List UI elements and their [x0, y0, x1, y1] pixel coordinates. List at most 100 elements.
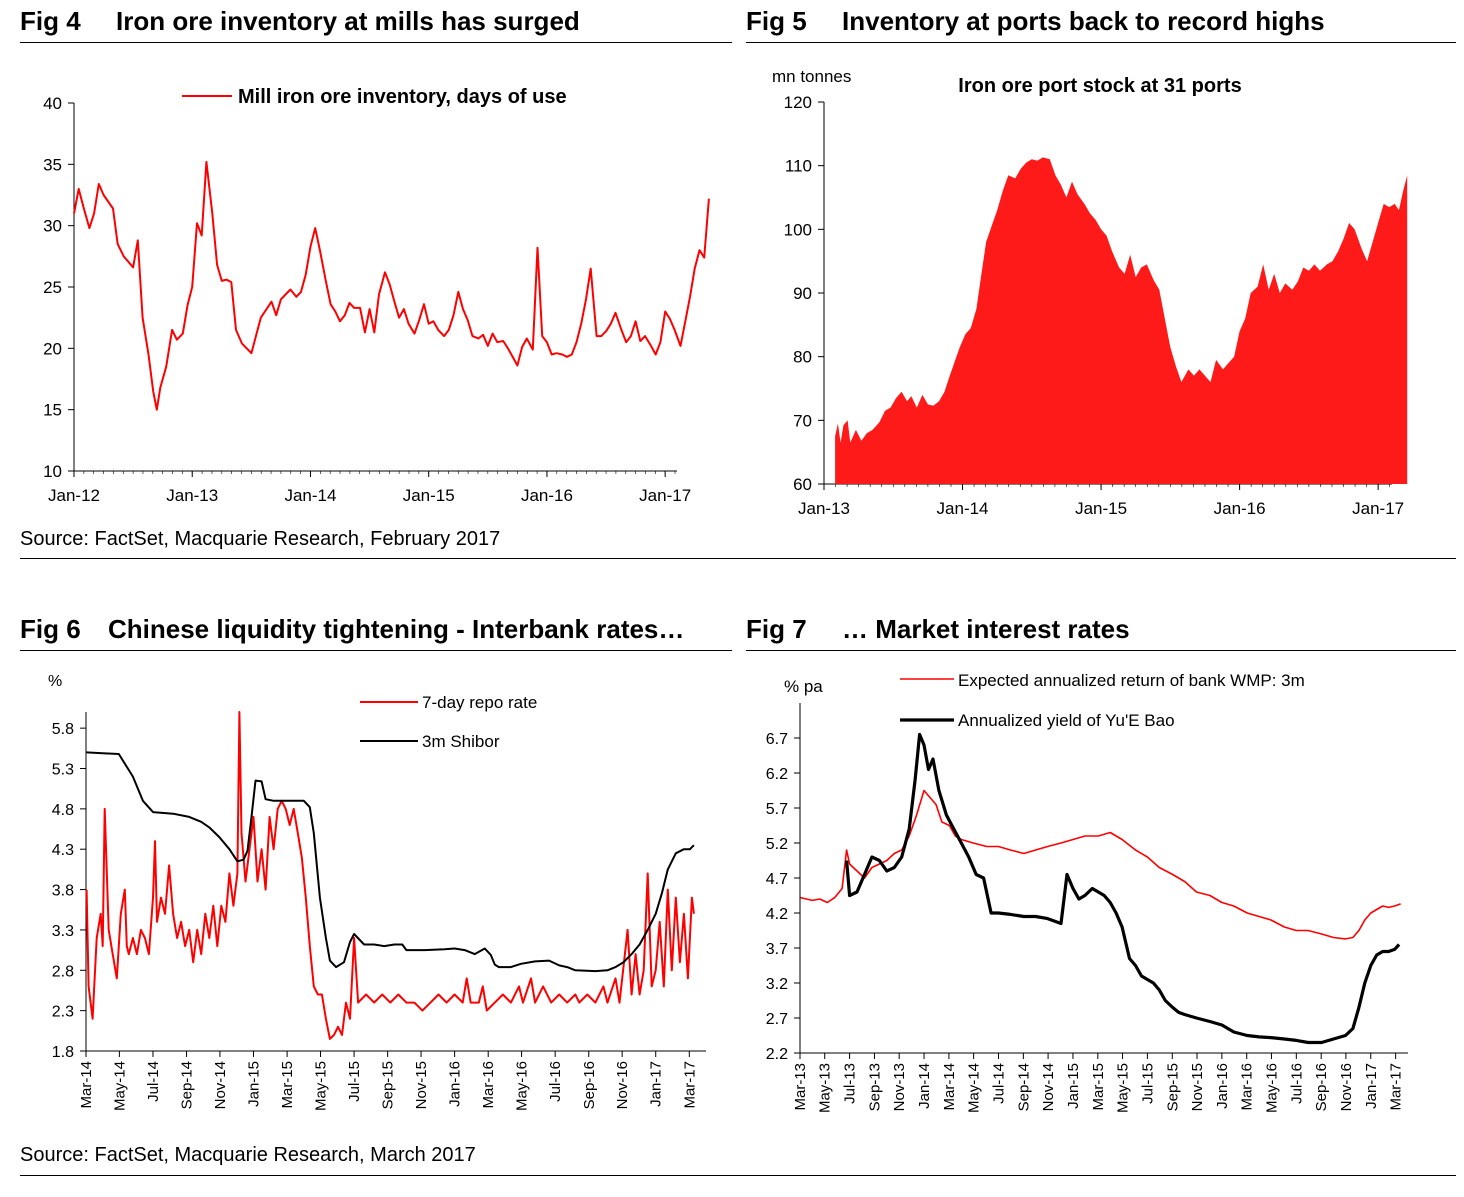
fig5-header: Fig 5 Inventory at ports back to record … [746, 0, 1456, 43]
fig7-y-tick-label: 5.2 [766, 836, 788, 853]
fig7-chart: 2.2 2.7 3.2 3.7 4.2 4.7 5.2 5.7 6.2 6.7 Mar-13 May-… [766, 671, 1408, 1113]
fig6-x-tick-label: Mar-16 [480, 1061, 497, 1109]
fig4-y-tick-label: 15 [43, 401, 62, 420]
fig7-x-tick-label: May-14 [966, 1063, 983, 1113]
fig4-y-tick-label: 25 [43, 278, 62, 297]
fig5-x-tick-label: Jan-16 [1214, 499, 1266, 518]
fig5-x-tick-label: Jan-14 [937, 499, 989, 518]
fig4-x-tick-label: Jan-12 [48, 486, 100, 505]
fig6-x-tick-label: Jul-14 [145, 1061, 162, 1102]
fig4-y-tick-label: 35 [43, 155, 62, 174]
fig7-x-tick-label: Jan-16 [1214, 1063, 1231, 1109]
fig6-x-tick-label: Jul-16 [547, 1061, 564, 1102]
fig7-x-tick-label: May-16 [1263, 1063, 1280, 1113]
fig4-x-tick-label: Jan-16 [521, 486, 573, 505]
fig6-x-tick-label: Sep-15 [380, 1061, 397, 1109]
fig5-y-unit-label: mn tonnes [772, 67, 851, 86]
fig7-series-line-0 [800, 789, 1401, 940]
fig7-x-tick-label: Mar-15 [1090, 1063, 1107, 1111]
fig7-y-tick-label: 3.2 [766, 976, 788, 993]
fig6-chart: 1.8 2.3 2.8 3.3 3.8 4.3 4.8 5.3 5.8 Mar-14 May-14 J… [48, 673, 706, 1111]
fig6-x-tick-label: May-16 [514, 1061, 531, 1111]
fig6-y-tick-label: 2.3 [52, 1004, 74, 1021]
fig7-x-tick-label: Mar-16 [1239, 1063, 1256, 1111]
fig7-legend-label: Expected annualized return of bank WMP: … [958, 671, 1305, 690]
fig4-y-tick-label: 20 [43, 339, 62, 358]
fig6-x-tick-label: May-14 [111, 1061, 128, 1111]
source-note-bottom: Source: FactSet, Macquarie Research, Mar… [20, 1144, 476, 1166]
fig5-x-tick-label: Jan-15 [1075, 499, 1127, 518]
fig5-y-tick-label: 90 [793, 284, 812, 303]
fig5-y-tick-label: 100 [784, 220, 812, 239]
fig7-x-tick-label: Mar-14 [941, 1063, 958, 1111]
fig6-y-tick-label: 3.8 [52, 883, 74, 900]
fig7-number: Fig 7 [746, 614, 807, 644]
fig5-chart-title: Iron ore port stock at 31 ports [958, 75, 1241, 97]
fig6-x-tick-label: Sep-16 [581, 1061, 598, 1109]
fig5-y-tick-label: 120 [784, 93, 812, 112]
fig5-title: Inventory at ports back to record highs [842, 6, 1325, 36]
fig7-x-tick-label: Mar-13 [792, 1063, 809, 1111]
fig7-x-tick-label: Jul-16 [1288, 1063, 1305, 1104]
fig7-y-tick-label: 4.2 [766, 906, 788, 923]
fig6-x-tick-label: Mar-15 [279, 1061, 296, 1109]
fig5-y-tick-label: 110 [785, 157, 812, 176]
fig4-x-tick-label: Jan-13 [166, 486, 218, 505]
fig6-x-tick-label: Nov-14 [212, 1061, 229, 1109]
fig6-legend-label: 7-day repo rate [422, 693, 537, 712]
fig7-x-tick-label: Mar-17 [1388, 1063, 1405, 1111]
fig4-title: Iron ore inventory at mills has surged [116, 6, 580, 36]
fig6-number: Fig 6 [20, 614, 81, 644]
fig6-y-tick-label: 1.8 [52, 1044, 74, 1061]
fig7-x-tick-label: Jul-13 [842, 1063, 859, 1104]
fig7-x-tick-label: Nov-16 [1338, 1063, 1355, 1111]
fig7-x-tick-label: Jul-15 [1139, 1063, 1156, 1104]
fig6-header: Fig 6 Chinese liquidity tightening - Int… [20, 608, 732, 651]
fig4-y-tick-label: 10 [43, 462, 62, 481]
fig6-x-tick-label: Mar-14 [78, 1061, 95, 1109]
fig6-y-tick-label: 5.8 [52, 721, 74, 738]
fig7-x-tick-label: May-15 [1115, 1063, 1132, 1113]
fig5-x-tick-label: Jan-13 [798, 499, 850, 518]
fig7-y-tick-label: 6.2 [766, 766, 788, 783]
fig4-x-tick-label: Jan-14 [284, 486, 336, 505]
fig6-x-tick-label: Jan-15 [246, 1061, 263, 1107]
fig7-x-tick-label: Jan-17 [1363, 1063, 1380, 1109]
fig6-x-tick-label: Nov-15 [413, 1061, 430, 1109]
fig6-x-tick-label: Jan-17 [648, 1061, 665, 1107]
fig6-series-line-0 [85, 711, 695, 1040]
fig4-chart: 10 15 20 25 30 35 40 Jan-12 Jan-13 Jan-14 Jan-15 Ja… [43, 86, 710, 505]
fig7-x-tick-label: Jul-14 [990, 1063, 1007, 1104]
fig6-x-tick-label: Sep-14 [179, 1061, 196, 1109]
fig4-x-tick-label: Jan-17 [639, 486, 691, 505]
fig7-y-tick-label: 3.7 [766, 941, 788, 958]
fig6-x-tick-label: Nov-16 [614, 1061, 631, 1109]
fig7-x-tick-label: Sep-15 [1164, 1063, 1181, 1111]
fig4-y-tick-label: 40 [43, 94, 62, 113]
fig6-y-tick-label: 4.3 [52, 842, 74, 859]
fig6-x-tick-label: Jan-16 [447, 1061, 464, 1107]
fig5-y-tick-label: 60 [793, 475, 812, 494]
fig7-y-tick-label: 5.7 [766, 801, 788, 818]
divider-top [20, 558, 1456, 559]
fig5-number: Fig 5 [746, 6, 807, 36]
fig6-title: Chinese liquidity tightening - Interbank… [108, 614, 685, 644]
fig6-x-tick-label: Mar-17 [681, 1061, 698, 1109]
fig5-area-series [835, 157, 1408, 484]
fig7-y-tick-label: 4.7 [766, 871, 788, 888]
source-note-top: Source: FactSet, Macquarie Research, Feb… [20, 528, 501, 550]
fig4-number: Fig 4 [20, 6, 81, 36]
fig7-y-tick-label: 2.2 [766, 1046, 788, 1063]
fig4-y-tick-label: 30 [43, 217, 62, 236]
fig7-x-tick-label: Nov-13 [891, 1063, 908, 1111]
fig7-y-unit-label: % pa [784, 677, 823, 696]
fig6-y-tick-label: 2.8 [52, 963, 74, 980]
fig7-legend-label: Annualized yield of Yu'E Bao [958, 711, 1175, 730]
fig7-y-tick-label: 2.7 [766, 1011, 788, 1028]
fig5-x-tick-label: Jan-17 [1352, 499, 1404, 518]
fig6-x-tick-label: May-15 [312, 1061, 329, 1111]
fig6-legend-label: 3m Shibor [422, 732, 500, 751]
fig7-x-tick-label: May-13 [817, 1063, 834, 1113]
fig7-header: Fig 7 … Market interest rates [746, 608, 1456, 651]
fig6-y-unit-label: % [48, 673, 62, 690]
